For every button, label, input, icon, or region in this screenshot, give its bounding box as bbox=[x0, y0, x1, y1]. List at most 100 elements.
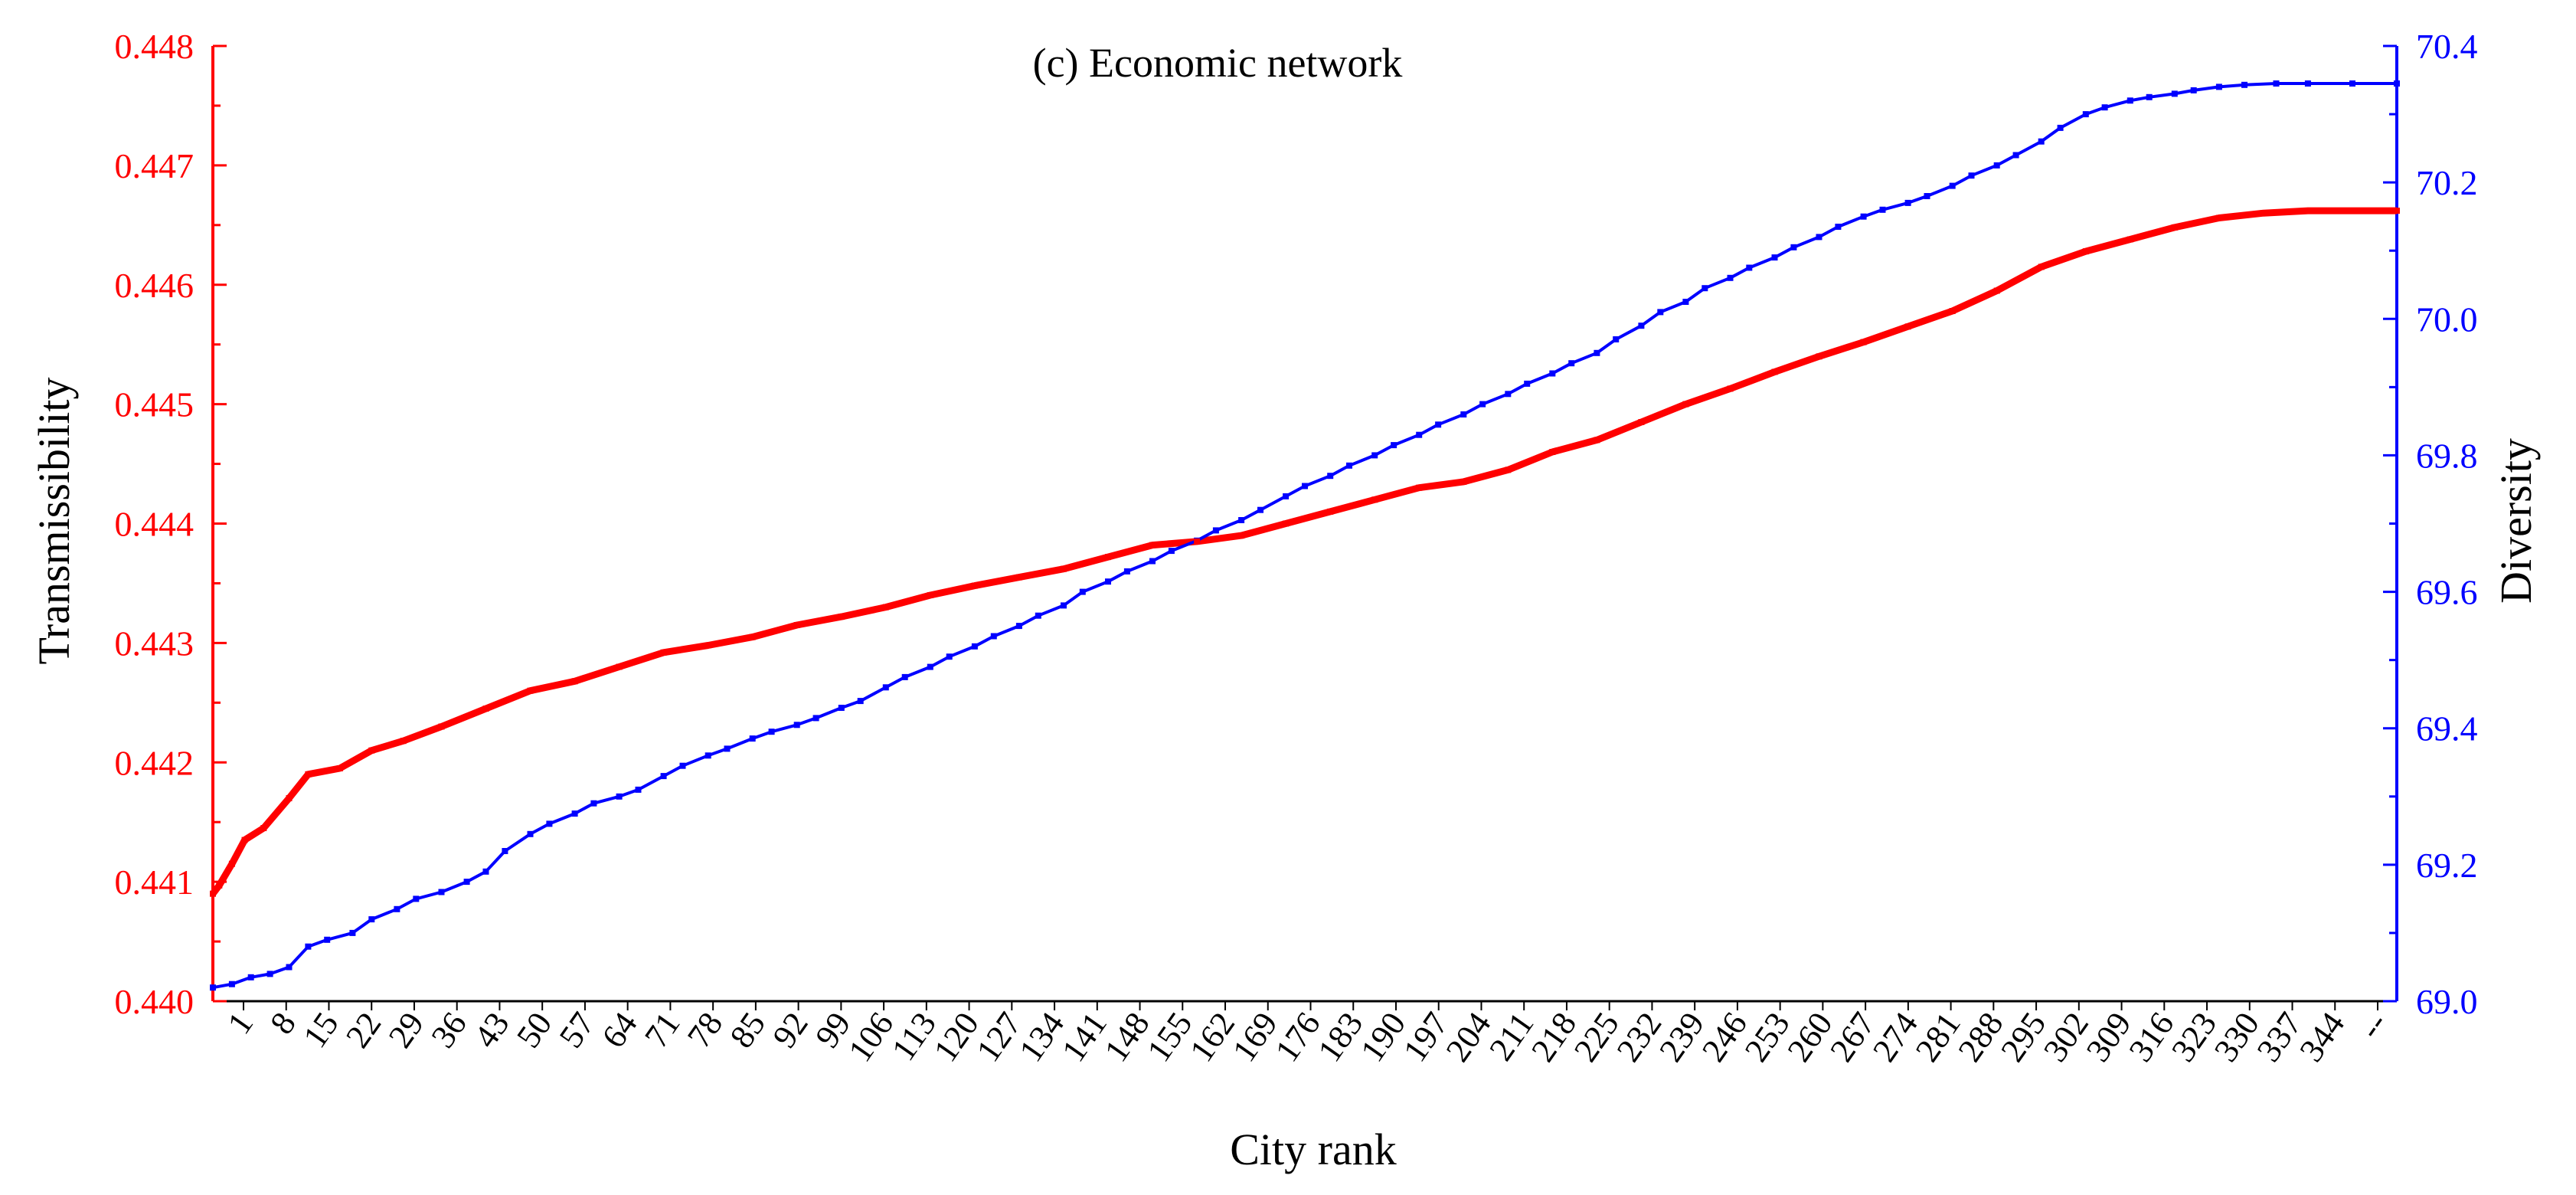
transmissibility-point bbox=[927, 592, 933, 598]
transmissibility-point bbox=[1682, 401, 1689, 408]
diversity-point bbox=[2012, 152, 2019, 159]
transmissibility-point bbox=[1105, 554, 1111, 561]
diversity-point bbox=[394, 905, 400, 912]
x-tick-label: 15 bbox=[296, 1006, 345, 1055]
transmissibility-point bbox=[482, 706, 489, 712]
diversity-point bbox=[1123, 568, 1130, 575]
x-tick-label: 8 bbox=[263, 1006, 303, 1041]
transmissibility-point bbox=[1949, 308, 1956, 314]
transmissibility-point bbox=[241, 837, 248, 843]
transmissibility-point bbox=[1194, 538, 1201, 545]
diversity-point bbox=[724, 745, 731, 752]
x-axis-label: City rank bbox=[1230, 1125, 1396, 1174]
diversity-point bbox=[1835, 224, 1842, 230]
transmissibility-point bbox=[1371, 496, 1378, 503]
diversity-point bbox=[882, 684, 889, 691]
x-tick-label: 29 bbox=[381, 1006, 431, 1055]
transmissibility-point bbox=[971, 582, 978, 589]
transmissibility-point bbox=[336, 765, 343, 771]
transmissibility-point bbox=[286, 795, 293, 801]
diversity-point bbox=[990, 633, 997, 640]
transmissibility-point bbox=[660, 649, 667, 656]
axes bbox=[211, 46, 2398, 1003]
diversity-point bbox=[1212, 527, 1219, 534]
diversity-point bbox=[2215, 83, 2222, 90]
diversity-point bbox=[1505, 391, 1512, 398]
diversity-point bbox=[2241, 81, 2247, 88]
diversity-point bbox=[1015, 623, 1022, 630]
right-tick-label: 70.0 bbox=[2416, 300, 2478, 339]
diversity-point bbox=[971, 643, 978, 650]
diversity-point bbox=[590, 800, 597, 807]
transmissibility-point bbox=[1816, 353, 1822, 360]
x-tick-label: 71 bbox=[637, 1006, 687, 1055]
left-tick-label: 0.446 bbox=[115, 266, 195, 305]
diversity-point bbox=[1327, 473, 1334, 480]
x-tick-label: 50 bbox=[509, 1006, 559, 1055]
transmissibility-point bbox=[1283, 520, 1290, 527]
diversity-point bbox=[1682, 299, 1689, 305]
transmissibility-point bbox=[2394, 208, 2400, 214]
diversity-point bbox=[266, 971, 273, 977]
x-axis-ticks: 1 815222936435057647178859299106113120127… bbox=[220, 1001, 2395, 1069]
series-layer bbox=[210, 80, 2400, 991]
diversity-point bbox=[1949, 182, 1956, 189]
right-tick-label: 69.0 bbox=[2416, 982, 2478, 1021]
transmissibility-point bbox=[1860, 339, 1867, 345]
diversity-point bbox=[527, 830, 534, 837]
diversity-point bbox=[1079, 588, 1086, 595]
transmissibility-point bbox=[1993, 287, 2000, 294]
right-tick-label: 69.4 bbox=[2416, 709, 2478, 748]
left-tick-label: 0.445 bbox=[115, 385, 195, 424]
diversity-point bbox=[793, 722, 800, 728]
left-tick-label: 0.440 bbox=[115, 982, 195, 1021]
diversity-point bbox=[1435, 421, 1442, 428]
diversity-point bbox=[2057, 124, 2064, 131]
transmissibility-point bbox=[882, 604, 889, 611]
transmissibility-point bbox=[1416, 484, 1423, 491]
diversity-point bbox=[571, 810, 578, 817]
diversity-point bbox=[368, 916, 375, 923]
diversity-point bbox=[1924, 193, 1930, 199]
x-tick-label: 92 bbox=[765, 1006, 815, 1055]
left-axis-label: Transmissibility bbox=[29, 378, 79, 665]
diversity-point bbox=[2127, 97, 2133, 104]
transmissibility-point bbox=[2082, 248, 2089, 255]
diversity-point bbox=[1746, 264, 1753, 271]
diversity-point bbox=[1391, 442, 1398, 449]
diversity-point bbox=[1613, 336, 1620, 342]
diversity-point bbox=[2190, 87, 2197, 93]
diversity-point bbox=[482, 868, 489, 875]
diversity-point bbox=[838, 705, 845, 711]
transmissibility-point bbox=[1238, 532, 1245, 539]
diversity-point bbox=[1168, 548, 1175, 555]
transmissibility-point bbox=[1327, 508, 1334, 515]
diversity-point bbox=[1346, 462, 1352, 469]
transmissibility-point bbox=[749, 634, 756, 640]
diversity-point bbox=[2171, 90, 2178, 97]
diversity-point bbox=[1638, 322, 1645, 329]
right-axis-ticks: 69.0 69.2 69.4 69.6 69.8 70.0 70.2 70.4 bbox=[2383, 27, 2478, 1021]
diversity-point bbox=[247, 974, 254, 981]
diversity-point bbox=[1816, 234, 1822, 241]
transmissibility-point bbox=[1149, 542, 1156, 548]
transmissibility-point bbox=[260, 825, 267, 831]
right-tick-label: 70.2 bbox=[2416, 163, 2478, 202]
transmissibility-point bbox=[1460, 478, 1467, 485]
diversity-point bbox=[635, 786, 642, 793]
x-tick-label: -- bbox=[2351, 1006, 2395, 1046]
x-tick-label: 57 bbox=[552, 1006, 602, 1055]
diversity-point bbox=[305, 943, 312, 950]
left-axis-ticks: 0.440 0.441 0.442 0.443 0.444 0.445 0.446 0.447… bbox=[115, 27, 227, 1021]
diversity-point bbox=[1302, 483, 1308, 489]
right-tick-label: 69.2 bbox=[2416, 846, 2478, 885]
transmissibility-point bbox=[2349, 208, 2355, 214]
right-tick-label: 69.8 bbox=[2416, 436, 2478, 475]
diversity-point bbox=[1549, 370, 1556, 377]
diversity-point bbox=[546, 820, 553, 827]
diversity-point bbox=[1790, 244, 1797, 250]
diversity-point bbox=[660, 773, 667, 780]
diversity-point bbox=[946, 653, 953, 660]
diversity-point bbox=[1257, 506, 1263, 513]
diversity-point bbox=[2082, 111, 2089, 118]
